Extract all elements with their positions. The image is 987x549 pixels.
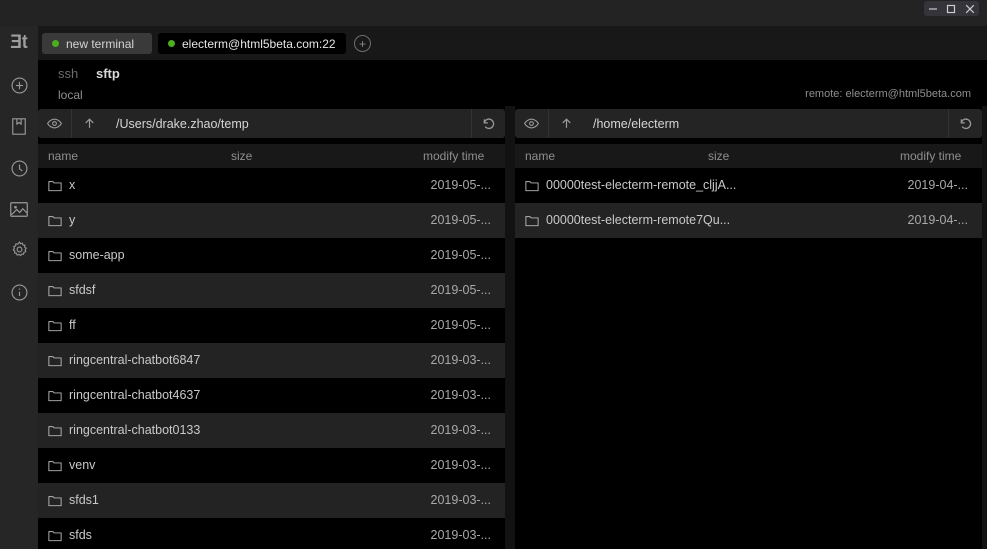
ff: ff 2019-05-...	[38, 308, 505, 343]
ringcentral-chatbot4637: ringcentral-chatbot4637 2019-03-...	[38, 378, 505, 413]
venv: venv 2019-03-...	[38, 448, 505, 483]
x: x 2019-05-...	[38, 168, 505, 203]
00000test-electerm-remote_cljjA...: 00000test-electerm-remote_cljjA... 2019-0…	[515, 168, 982, 203]
sfds1: sfds1 2019-03-...	[38, 483, 505, 518]
00000test-electerm-remote7Qu...: 00000test-electerm-remote7Qu... 2019-04-.…	[515, 203, 982, 238]
ringcentral-chatbot6847: ringcentral-chatbot6847 2019-03-...	[38, 343, 505, 378]
sfds: sfds 2019-03-...	[38, 518, 505, 549]
sfdsf: sfdsf 2019-05-...	[38, 273, 505, 308]
y: y 2019-05-...	[38, 203, 505, 238]
some-app: some-app 2019-05-...	[38, 238, 505, 273]
ringcentral-chatbot0133: ringcentral-chatbot0133 2019-03-...	[38, 413, 505, 448]
